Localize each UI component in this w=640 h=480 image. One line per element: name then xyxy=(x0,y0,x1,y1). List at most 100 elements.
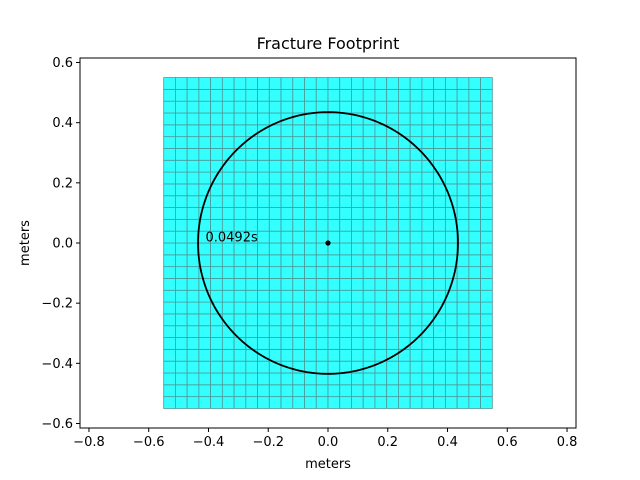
mesh-cell xyxy=(421,313,435,327)
mesh-cell xyxy=(327,100,341,114)
mesh-cell xyxy=(268,337,282,350)
mesh-cell xyxy=(210,183,223,197)
mesh-cell xyxy=(433,266,446,279)
mesh-cell xyxy=(280,313,294,327)
mesh-cell xyxy=(280,384,294,398)
mesh-cell xyxy=(186,136,200,149)
mesh-cell xyxy=(456,159,470,173)
mesh-cell xyxy=(327,396,341,409)
mesh-cell xyxy=(468,230,481,244)
mesh-cell xyxy=(315,301,329,315)
mesh-cell xyxy=(304,195,317,208)
mesh-cell xyxy=(409,218,423,232)
mesh-cell xyxy=(304,325,317,338)
mesh-cell xyxy=(280,242,294,256)
mesh-cell xyxy=(480,136,493,149)
mesh-cell xyxy=(233,183,247,197)
mesh-cell xyxy=(245,159,258,173)
mesh-cell xyxy=(163,159,176,173)
mesh-cell xyxy=(351,136,364,149)
mesh-cell xyxy=(257,88,270,102)
mesh-cell xyxy=(221,159,235,173)
mesh-cell xyxy=(292,254,305,268)
mesh-cell xyxy=(444,159,458,173)
mesh-cell xyxy=(339,195,352,208)
mesh-cell xyxy=(351,124,364,138)
mesh-cell xyxy=(480,313,493,327)
mesh-cell xyxy=(468,148,481,161)
mesh-cell xyxy=(362,195,376,208)
mesh-cell xyxy=(233,112,247,126)
mesh-cell xyxy=(304,136,317,149)
mesh-cell xyxy=(433,77,446,90)
mesh-cell xyxy=(257,218,270,232)
mesh-cell xyxy=(480,372,493,386)
mesh-cell xyxy=(456,337,470,350)
mesh-cell xyxy=(175,183,188,197)
mesh-cell xyxy=(409,301,423,315)
mesh-cell xyxy=(339,372,352,386)
mesh-cell xyxy=(198,171,212,185)
mesh-cell xyxy=(456,136,470,149)
mesh-cell xyxy=(480,218,493,232)
mesh-cell xyxy=(468,301,481,315)
mesh-cell xyxy=(409,159,423,173)
mesh-cell xyxy=(175,159,188,173)
mesh-cell xyxy=(409,348,423,362)
mesh-cell xyxy=(362,100,376,114)
mesh-cell xyxy=(468,337,481,350)
mesh-cell xyxy=(175,195,188,208)
mesh-cell xyxy=(257,266,270,279)
mesh-cell xyxy=(198,136,212,149)
mesh-cell xyxy=(351,88,364,102)
mesh-cell xyxy=(386,218,399,232)
mesh-cell xyxy=(268,183,282,197)
mesh-cell xyxy=(468,266,481,279)
x-axis-label: meters xyxy=(305,457,351,472)
mesh-cell xyxy=(233,77,247,90)
mesh-cell xyxy=(233,384,247,398)
mesh-cell xyxy=(327,207,341,220)
fracture-front-circle xyxy=(197,111,459,375)
mesh-cell xyxy=(233,396,247,409)
mesh-cell xyxy=(468,77,481,90)
mesh-cell xyxy=(221,313,235,327)
mesh-cell xyxy=(362,313,376,327)
mesh-cell xyxy=(386,325,399,338)
mesh-cell xyxy=(421,301,435,315)
mesh-cell xyxy=(257,289,270,303)
mesh-cell xyxy=(198,100,212,114)
mesh-cell xyxy=(257,77,270,90)
mesh-cell xyxy=(268,289,282,303)
mesh-cell xyxy=(456,218,470,232)
mesh-cell xyxy=(444,136,458,149)
mesh-cell xyxy=(175,396,188,409)
mesh-cell xyxy=(433,195,446,208)
mesh-cell xyxy=(386,195,399,208)
mesh-cell xyxy=(421,384,435,398)
mesh-cell xyxy=(362,325,376,338)
mesh-cell xyxy=(456,242,470,256)
mesh-cell xyxy=(468,171,481,185)
mesh-cell xyxy=(257,171,270,185)
mesh-cell xyxy=(421,230,435,244)
mesh-cell xyxy=(374,171,388,185)
mesh-cell xyxy=(304,159,317,173)
mesh-cell xyxy=(163,372,176,386)
mesh-cell xyxy=(257,384,270,398)
mesh-cell xyxy=(339,88,352,102)
mesh-cell xyxy=(421,112,435,126)
mesh-cell xyxy=(409,384,423,398)
mesh-cell xyxy=(221,372,235,386)
mesh-cell xyxy=(163,88,176,102)
mesh-cell xyxy=(480,360,493,374)
mesh-cell xyxy=(210,325,223,338)
mesh-cell xyxy=(292,384,305,398)
mesh-cell xyxy=(480,325,493,338)
mesh-cell xyxy=(327,183,341,197)
mesh-cell xyxy=(280,195,294,208)
mesh-cell xyxy=(374,337,388,350)
mesh-cell xyxy=(304,207,317,220)
mesh-cell xyxy=(186,242,200,256)
mesh-cell xyxy=(398,218,411,232)
